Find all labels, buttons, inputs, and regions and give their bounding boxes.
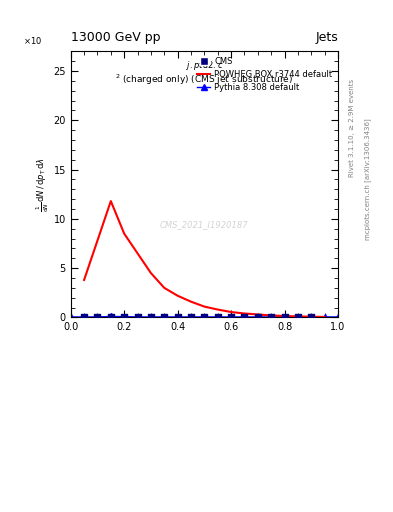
Point [241, 313, 248, 321]
Text: CMS_2021_I1920187: CMS_2021_I1920187 [160, 220, 249, 229]
Point [201, 313, 208, 321]
Point [148, 313, 154, 321]
Point [188, 313, 194, 321]
Point [121, 312, 127, 321]
Y-axis label: $\frac{1}{\mathrm{d}N}\,\mathrm{d}N\,/\,\mathrm{d}p_\mathrm{T}\,\mathrm{d}\lambd: $\frac{1}{\mathrm{d}N}\,\mathrm{d}N\,/\,… [34, 157, 51, 212]
Point [268, 313, 274, 321]
Point [255, 313, 261, 321]
Text: $\mathit{j.ptd2.c}$: $\mathit{j.ptd2.c}$ [185, 59, 223, 72]
Point [161, 313, 167, 321]
Point [81, 313, 87, 321]
Point [215, 313, 221, 321]
Text: $\times 10$: $\times 10$ [23, 35, 42, 46]
Text: 13000 GeV pp: 13000 GeV pp [71, 31, 160, 44]
Point [108, 313, 114, 321]
Point [134, 313, 141, 321]
Legend: CMS, POWHEG BOX r3744 default, Pythia 8.308 default: CMS, POWHEG BOX r3744 default, Pythia 8.… [194, 54, 336, 96]
Point [94, 313, 101, 321]
Point [281, 313, 288, 321]
Point [295, 313, 301, 321]
Text: Rivet 3.1.10, ≥ 2.9M events: Rivet 3.1.10, ≥ 2.9M events [349, 79, 355, 177]
Point [174, 313, 181, 321]
Text: Jets: Jets [315, 31, 338, 44]
Text: mcplots.cern.ch [arXiv:1306.3436]: mcplots.cern.ch [arXiv:1306.3436] [364, 118, 371, 240]
Point [308, 313, 314, 321]
Text: $^{2}$ (charged only) (CMS jet substructure): $^{2}$ (charged only) (CMS jet substruct… [115, 73, 294, 87]
Point [228, 313, 234, 321]
